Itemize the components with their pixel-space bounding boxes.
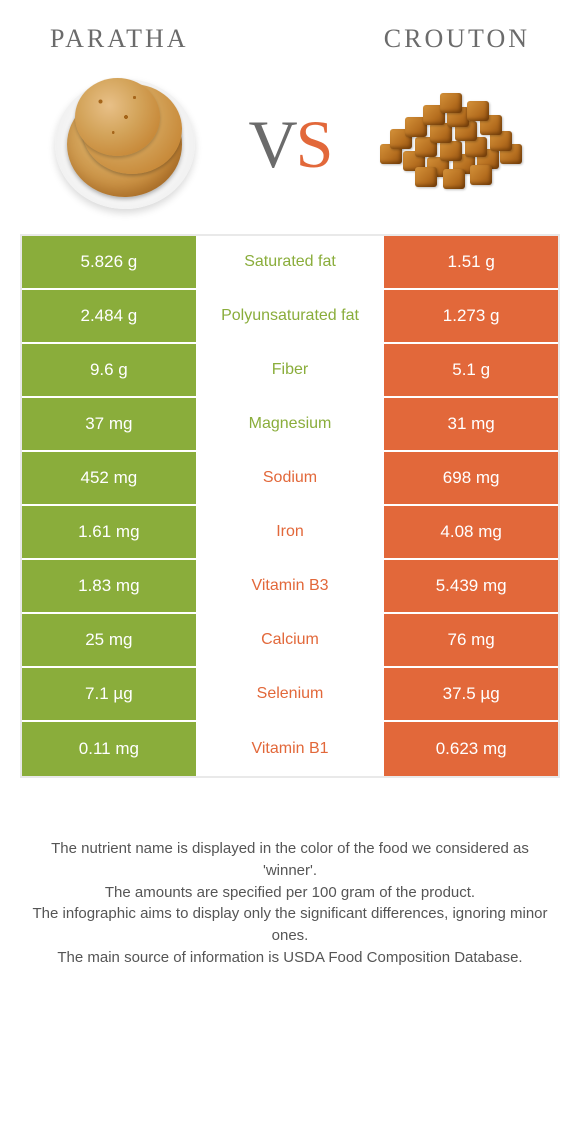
left-value: 2.484 g	[22, 290, 196, 344]
left-value: 37 mg	[22, 398, 196, 452]
nutrient-name: Magnesium	[196, 398, 385, 452]
table-row: 1.61 mgIron4.08 mg	[22, 506, 558, 560]
plate-icon	[55, 79, 195, 209]
footer-notes: The nutrient name is displayed in the co…	[0, 778, 580, 969]
table-row: 7.1 µgSelenium37.5 µg	[22, 668, 558, 722]
footer-line: The nutrient name is displayed in the co…	[25, 838, 555, 882]
right-food-title: CROUTON	[384, 24, 530, 54]
right-value: 5.1 g	[384, 344, 558, 398]
vs-s: S	[296, 106, 332, 182]
paratha-icon	[67, 92, 182, 197]
table-row: 25 mgCalcium76 mg	[22, 614, 558, 668]
footer-line: The main source of information is USDA F…	[25, 947, 555, 969]
right-value: 698 mg	[384, 452, 558, 506]
table-row: 9.6 gFiber5.1 g	[22, 344, 558, 398]
nutrient-name: Polyunsaturated fat	[196, 290, 385, 344]
table-row: 37 mgMagnesium31 mg	[22, 398, 558, 452]
table-row: 2.484 gPolyunsaturated fat1.273 g	[22, 290, 558, 344]
nutrient-name: Calcium	[196, 614, 385, 668]
left-value: 7.1 µg	[22, 668, 196, 722]
nutrient-name: Sodium	[196, 452, 385, 506]
nutrient-name: Selenium	[196, 668, 385, 722]
right-value: 5.439 mg	[384, 560, 558, 614]
right-value: 1.273 g	[384, 290, 558, 344]
table-row: 452 mgSodium698 mg	[22, 452, 558, 506]
left-value: 9.6 g	[22, 344, 196, 398]
footer-line: The amounts are specified per 100 gram o…	[25, 882, 555, 904]
left-value: 5.826 g	[22, 236, 196, 290]
left-value: 1.61 mg	[22, 506, 196, 560]
nutrient-name: Vitamin B3	[196, 560, 385, 614]
right-value: 0.623 mg	[384, 722, 558, 776]
vs-label: VS	[249, 105, 332, 184]
right-value: 76 mg	[384, 614, 558, 668]
header-titles: PARATHA CROUTON	[0, 0, 580, 64]
table-row: 0.11 mgVitamin B10.623 mg	[22, 722, 558, 776]
right-value: 31 mg	[384, 398, 558, 452]
paratha-image	[40, 79, 210, 209]
footer-line: The infographic aims to display only the…	[25, 903, 555, 947]
nutrient-table: 5.826 gSaturated fat1.51 g2.484 gPolyuns…	[20, 234, 560, 778]
table-row: 5.826 gSaturated fat1.51 g	[22, 236, 558, 290]
nutrient-name: Saturated fat	[196, 236, 385, 290]
vs-v: V	[249, 106, 296, 182]
right-value: 1.51 g	[384, 236, 558, 290]
left-value: 0.11 mg	[22, 722, 196, 776]
nutrient-name: Fiber	[196, 344, 385, 398]
left-value: 452 mg	[22, 452, 196, 506]
left-value: 25 mg	[22, 614, 196, 668]
crouton-icon	[375, 89, 535, 199]
nutrient-name: Iron	[196, 506, 385, 560]
right-value: 37.5 µg	[384, 668, 558, 722]
right-value: 4.08 mg	[384, 506, 558, 560]
table-row: 1.83 mgVitamin B35.439 mg	[22, 560, 558, 614]
nutrient-name: Vitamin B1	[196, 722, 385, 776]
crouton-image	[370, 79, 540, 209]
images-row: VS	[0, 64, 580, 234]
left-food-title: PARATHA	[50, 24, 189, 54]
left-value: 1.83 mg	[22, 560, 196, 614]
